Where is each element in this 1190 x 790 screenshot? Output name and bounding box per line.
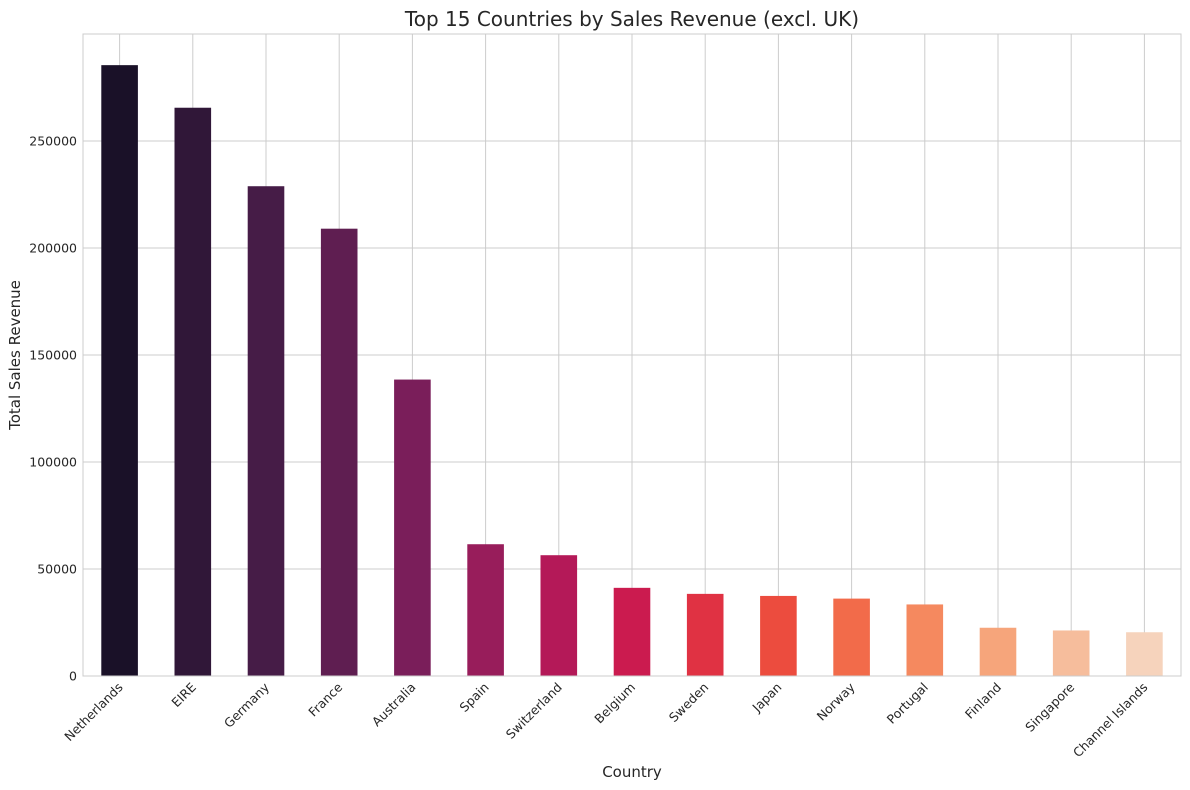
bar-netherlands <box>101 65 138 676</box>
x-tick-label: Channel Islands <box>1070 680 1151 761</box>
bar-singapore <box>1052 630 1090 676</box>
x-tick-label: Switzerland <box>503 680 565 742</box>
bars <box>101 65 1163 677</box>
x-tick-labels: Netherlands EIRE Germany France Australia Spa… <box>61 679 1150 760</box>
bar-norway <box>833 598 870 676</box>
y-tick-label: 50000 <box>37 562 77 577</box>
bar-finland <box>979 627 1017 676</box>
bar-japan <box>760 595 797 676</box>
y-tick-label: 200000 <box>29 241 77 256</box>
x-tick-label: Norway <box>814 679 859 724</box>
y-tick-label: 150000 <box>29 348 77 363</box>
x-tick-label: Sweden <box>666 680 712 726</box>
y-tick-label: 250000 <box>29 134 77 149</box>
x-tick-label: France <box>305 679 345 719</box>
plot-frame <box>82 33 1182 677</box>
bar-channel-islands <box>1126 632 1163 676</box>
x-tick-label: Spain <box>456 680 491 715</box>
x-tick-label: Netherlands <box>61 680 125 744</box>
x-tick-label: Finland <box>962 680 1004 722</box>
bar-germany <box>247 186 285 677</box>
bar-eire <box>174 107 212 676</box>
x-tick-label: Portugal <box>884 680 931 727</box>
x-tick-label: Australia <box>369 680 419 730</box>
x-tick-label: Singapore <box>1022 679 1077 734</box>
chart-title: Top 15 Countries by Sales Revenue (excl.… <box>404 7 859 31</box>
y-tick-labels: 0 50000 100000 150000 200000 250000 <box>29 134 77 684</box>
y-tick-label: 100000 <box>29 455 77 470</box>
bar-australia <box>394 379 431 676</box>
x-tick-label: EIRE <box>168 679 199 710</box>
y-tick-label: 0 <box>69 669 77 684</box>
x-tick-label: Belgium <box>591 680 638 727</box>
bar-switzerland <box>540 555 578 676</box>
x-tick-label: Japan <box>749 680 785 716</box>
y-axis-label: Total Sales Revenue <box>6 280 24 431</box>
x-tick-label: Germany <box>221 679 273 731</box>
bar-portugal <box>906 604 944 676</box>
grid-lines <box>83 34 1181 677</box>
bar-sweden <box>686 593 724 676</box>
bar-france <box>320 228 358 676</box>
x-axis-label: Country <box>602 763 662 781</box>
bar-belgium <box>613 587 651 676</box>
bar-spain <box>467 544 504 676</box>
